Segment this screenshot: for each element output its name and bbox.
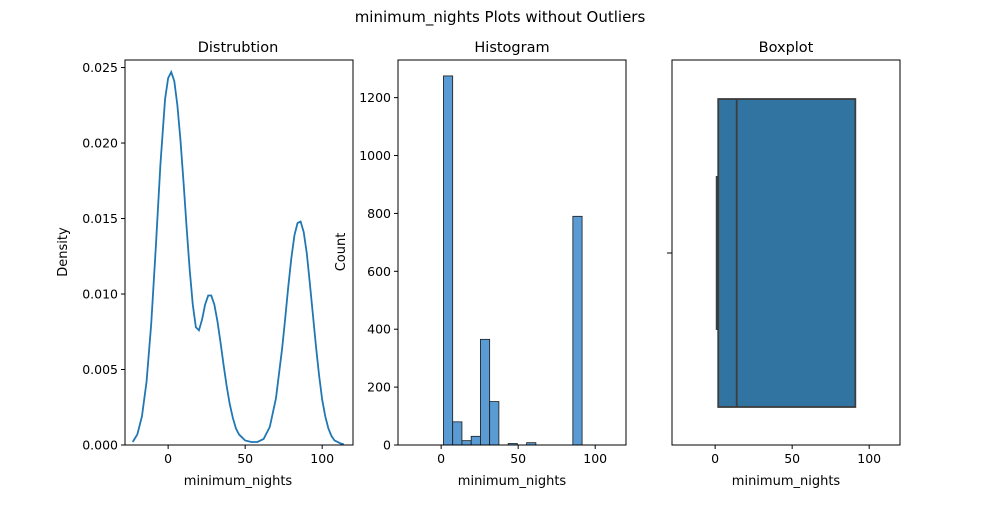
histogram-ylabel: Count bbox=[334, 233, 349, 272]
histogram-y-tick-label: 200 bbox=[367, 380, 391, 395]
kde-x-tick-label: 100 bbox=[310, 451, 334, 466]
histogram-y-axis: 0 200 400 600 800 1000 1200 bbox=[359, 90, 398, 453]
histogram-y-tick-label: 800 bbox=[367, 206, 391, 221]
boxplot-x-tick-label: 100 bbox=[857, 451, 881, 466]
kde-x-axis: 0 50 100 bbox=[164, 445, 334, 466]
histogram-x-tick-label: 0 bbox=[437, 451, 445, 466]
histogram-title: Histogram bbox=[474, 40, 549, 56]
kde-title: Distrubtion bbox=[198, 40, 279, 56]
histogram-xlabel: minimum_nights bbox=[458, 474, 567, 489]
boxplot-axes-frame bbox=[671, 59, 901, 446]
kde-y-tick-label: 0.015 bbox=[82, 211, 118, 226]
histogram-x-tick-label: 100 bbox=[583, 451, 607, 466]
kde-y-tick-label: 0.010 bbox=[82, 287, 118, 302]
kde-panel: Distrubtion 0.0000.0050.0100.0150.0200.0… bbox=[56, 40, 354, 489]
histogram-bar bbox=[572, 215, 583, 446]
histogram-x-tick-label: 50 bbox=[510, 451, 526, 466]
kde-y-tick-label: 0.005 bbox=[82, 362, 118, 377]
histogram-bar bbox=[489, 401, 500, 446]
boxplot-shapes bbox=[715, 98, 857, 408]
kde-xlabel: minimum_nights bbox=[184, 474, 293, 489]
histogram-bar bbox=[461, 440, 472, 446]
kde-x-tick-label: 0 bbox=[164, 451, 172, 466]
kde-density-line bbox=[131, 69, 344, 446]
kde-axes-frame bbox=[124, 59, 354, 446]
boxplot-title: Boxplot bbox=[759, 40, 814, 56]
histogram-bar bbox=[452, 421, 463, 446]
histogram-y-tick-label: 1000 bbox=[359, 148, 391, 163]
histogram-bar bbox=[443, 75, 454, 446]
kde-x-tick-label: 50 bbox=[237, 451, 253, 466]
boxplot-x-tick-label: 50 bbox=[784, 451, 800, 466]
kde-ylabel: Density bbox=[56, 227, 71, 277]
kde-y-axis: 0.000 0.005 0.010 0.015 0.020 0.025 bbox=[82, 60, 125, 453]
boxplot-x-axis: 0 50 100 bbox=[711, 445, 881, 466]
boxplot-panel: Boxplot 0 50 100 minimum_nights bbox=[667, 40, 901, 489]
histogram-panel: Histogram 0 200 400 600 800 1000 1200 0 50 100 C… bbox=[334, 40, 627, 489]
histogram-bars bbox=[443, 75, 583, 446]
histogram-x-axis: 0 50 100 bbox=[437, 445, 607, 466]
histogram-bar bbox=[470, 435, 481, 446]
kde-y-tick-label: 0.025 bbox=[82, 60, 118, 75]
boxplot-x-tick-label: 0 bbox=[711, 451, 719, 466]
histogram-axes-frame bbox=[397, 59, 627, 446]
histogram-y-tick-label: 600 bbox=[367, 264, 391, 279]
kde-y-tick-label: 0.020 bbox=[82, 136, 118, 151]
kde-y-tick-label: 0.000 bbox=[82, 438, 118, 453]
figure-suptitle: minimum_nights Plots without Outliers bbox=[355, 8, 646, 27]
histogram-y-tick-label: 1200 bbox=[359, 90, 391, 105]
histogram-bar bbox=[480, 338, 491, 446]
histogram-y-tick-label: 0 bbox=[383, 438, 391, 453]
boxplot-xlabel: minimum_nights bbox=[732, 474, 841, 489]
boxplot-box bbox=[717, 98, 857, 408]
histogram-y-tick-label: 400 bbox=[367, 322, 391, 337]
